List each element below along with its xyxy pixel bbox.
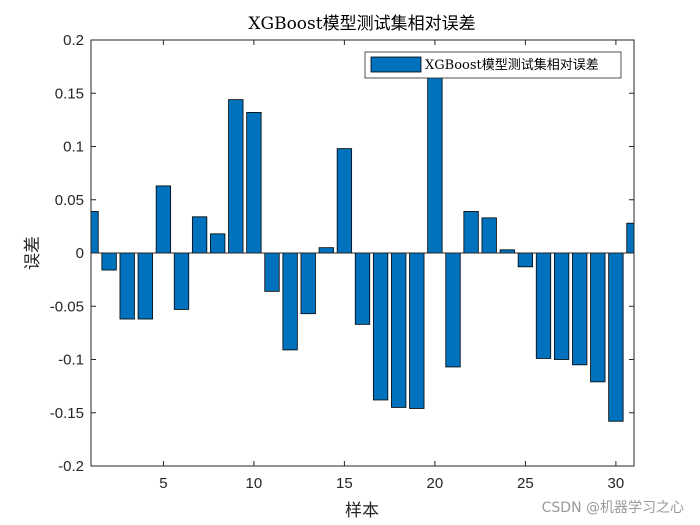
bar-sample-16 xyxy=(354,252,371,325)
bar-sample-30 xyxy=(608,252,624,422)
bar-sample-21 xyxy=(445,252,461,368)
bar-sample-27 xyxy=(553,252,570,360)
bar-sample-18 xyxy=(391,252,407,408)
bar-sample-31 xyxy=(626,222,634,254)
bar-sample-23 xyxy=(481,217,497,254)
x-axis-label: 样本 xyxy=(345,501,379,521)
y-tick-label: -0.15 xyxy=(50,405,84,422)
y-tick-label: 0 xyxy=(76,245,84,262)
bar-sample-13 xyxy=(300,252,316,315)
bar-sample-5 xyxy=(155,185,172,254)
bars-group xyxy=(91,69,634,422)
bar-sample-28 xyxy=(572,252,588,366)
bar-sample-29 xyxy=(590,252,606,383)
legend-swatch xyxy=(370,56,422,73)
bar-sample-8 xyxy=(210,233,226,254)
bar-sample-11 xyxy=(264,252,280,292)
y-tick-label: 0.15 xyxy=(55,85,84,102)
bar-sample-25 xyxy=(517,252,534,268)
bar-sample-17 xyxy=(372,252,389,401)
bar-sample-2 xyxy=(101,252,117,271)
legend-label: XGBoost模型测试集相对误差 xyxy=(425,57,599,73)
bar-sample-6 xyxy=(173,252,190,310)
legend: XGBoost模型测试集相对误差 xyxy=(364,51,622,79)
bar-sample-15 xyxy=(336,148,353,254)
x-tick-label: 25 xyxy=(517,475,534,492)
y-tick-label: 0.2 xyxy=(63,32,84,49)
y-tick-label: -0.1 xyxy=(58,352,84,369)
axis-ticks: 5 10 15 20 25 30 -0.2 -0.15 -0.1 -0.05 0 0.05 0.1 0.1… xyxy=(50,32,634,492)
y-tick-label: 0.1 xyxy=(63,139,84,156)
bar-sample-14 xyxy=(318,247,334,254)
bar-sample-3 xyxy=(119,252,135,320)
bar-sample-19 xyxy=(409,252,425,409)
bar-sample-20 xyxy=(427,69,443,254)
plot-frame xyxy=(90,39,635,467)
chart-title: XGBoost模型测试集相对误差 xyxy=(248,14,475,34)
x-tick-label: 5 xyxy=(159,475,167,492)
y-tick-label: -0.05 xyxy=(50,298,84,315)
watermark: CSDN @机器学习之心 xyxy=(542,500,684,516)
bar-sample-22 xyxy=(463,211,479,254)
x-tick-label: 15 xyxy=(336,475,353,492)
y-axis-label: 误差 xyxy=(23,236,43,270)
x-tick-label: 10 xyxy=(246,475,263,492)
y-tick-label: -0.2 xyxy=(58,458,84,475)
x-tick-label: 30 xyxy=(608,475,625,492)
bar-sample-4 xyxy=(137,252,153,320)
bar-sample-7 xyxy=(191,216,208,254)
x-tick-label: 20 xyxy=(427,475,444,492)
bar-sample-26 xyxy=(535,252,552,359)
y-tick-label: 0.05 xyxy=(55,192,84,209)
bar-sample-9 xyxy=(228,99,244,254)
bar-sample-10 xyxy=(246,112,262,254)
bar-sample-12 xyxy=(282,252,298,351)
